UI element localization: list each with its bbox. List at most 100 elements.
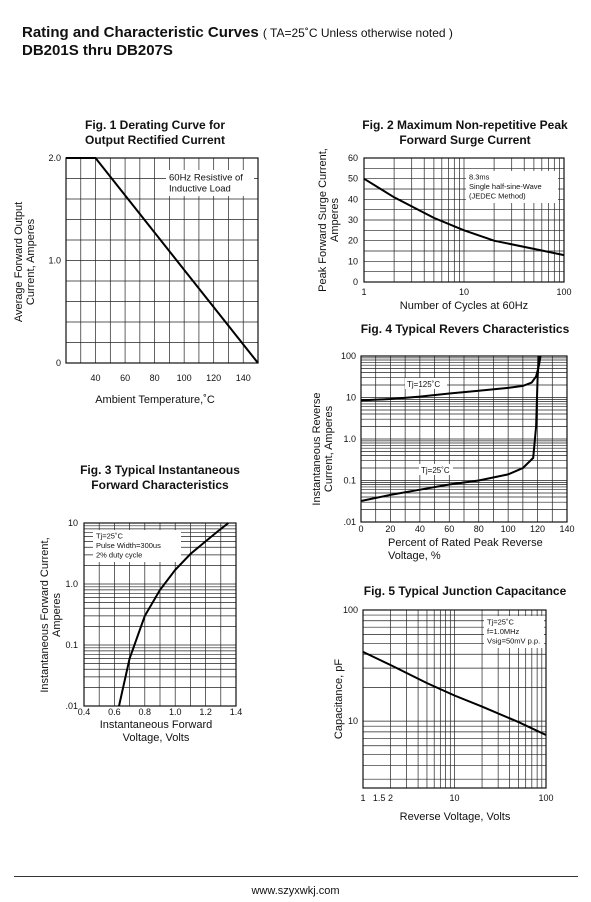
fig1-annotation-text: 60Hz Resistive of xyxy=(169,173,243,184)
fig4-xtick-label: 60 xyxy=(444,524,454,534)
fig4-ytick-label: .01 xyxy=(343,517,356,527)
fig3-xtick-label: 0.8 xyxy=(139,707,152,717)
page-title: Rating and Characteristic Curves ( TA=25… xyxy=(22,24,453,41)
fig1-y-axis-label: Current, Amperes xyxy=(25,218,37,305)
fig2-annotation-box xyxy=(466,171,558,203)
fig3-x-axis-label: Voltage, Volts xyxy=(123,732,190,744)
fig4-xtick-label: 120 xyxy=(530,524,545,534)
fig1-series-line-0 xyxy=(66,157,259,364)
fig3-y-axis-label: Amperes xyxy=(51,592,63,637)
fig1-y-axis-label: Average Forward Output xyxy=(13,202,25,322)
fig5-x-axis-label: Reverse Voltage, Volts xyxy=(400,811,511,823)
fig5-xtick-label: 1.5 xyxy=(373,793,386,803)
fig2-annotation-text: 8.3ms xyxy=(469,173,490,182)
fig4-ytick-label: 0.1 xyxy=(343,476,356,486)
fig3-xtick-label: 1.4 xyxy=(230,707,243,717)
fig5-frame xyxy=(362,609,547,789)
fig2-annotation-text: (JEDEC Method) xyxy=(469,192,526,201)
fig2-ytick-label: 40 xyxy=(348,194,358,204)
fig5-title-line1: Fig. 5 Typical Junction Capacitance xyxy=(363,584,567,598)
fig1-xtick-label: 140 xyxy=(236,373,251,383)
fig4-series-label-125: Tj=125˚C xyxy=(407,380,440,389)
fig2-xtick-label: 10 xyxy=(459,287,469,297)
fig3-x-axis-label: Instantaneous Forward xyxy=(100,719,213,731)
fig4-y-axis-label: Current, Amperes xyxy=(323,405,335,492)
fig3-annotation-text: Tj=25˚C xyxy=(96,532,123,541)
fig2-plot: 1 10 100 0 10 20 30 40 50 60 Number of Cycles at 6… xyxy=(317,148,572,312)
fig4-series-label-bg xyxy=(405,378,447,389)
fig4-x-axis-label: Percent of Rated Peak Reverse xyxy=(388,537,543,549)
footer-website: www.szyxwkj.com xyxy=(251,885,340,897)
fig4-title: Fig. 4 Typical Revers Characteristics xyxy=(345,322,585,337)
fig5-annotation-text: f=1.0MHz xyxy=(487,627,520,636)
fig3-title: Fig. 3 Typical Instantaneous Forward Cha… xyxy=(60,463,260,493)
fig2-title: Fig. 2 Maximum Non-repetitive Peak Forwa… xyxy=(355,118,575,148)
fig1-annotation-box xyxy=(166,170,254,196)
fig3-xtick-label: 1.0 xyxy=(169,707,182,717)
fig3-frame xyxy=(83,522,237,707)
page-title-text: Rating and Characteristic Curves xyxy=(22,24,259,41)
fig5-annotation-box xyxy=(484,616,544,648)
fig3-ytick-label: 1.0 xyxy=(65,579,78,589)
fig2-ytick-label: 50 xyxy=(348,174,358,184)
fig1-xtick-label: 100 xyxy=(177,373,192,383)
fig2-frame xyxy=(363,157,565,283)
fig1-xtick-label: 40 xyxy=(91,373,101,383)
fig5-xtick-label: 1 xyxy=(360,793,365,803)
fig4-plot: 0 20 40 60 80 100 120 140 .01 0.1 1.0 10 100 Percent … xyxy=(311,351,575,562)
fig2-ytick-label: 10 xyxy=(348,256,358,266)
fig3-series-line-0 xyxy=(118,522,230,707)
fig5-series-line-0 xyxy=(362,650,547,736)
fig2-ytick-label: 0 xyxy=(353,277,358,287)
fig4-xtick-label: 140 xyxy=(559,524,574,534)
fig5-xtick-label: 10 xyxy=(449,793,459,803)
fig2-series-line-0 xyxy=(363,177,565,257)
fig1-xtick-label: 80 xyxy=(150,373,160,383)
fig3-ytick-label: .01 xyxy=(65,701,78,711)
fig4-ytick-label: 10 xyxy=(346,393,356,403)
fig4-xtick-label: 0 xyxy=(358,524,363,534)
fig3-annotation-box xyxy=(93,530,181,562)
fig3-plot: 0.4 0.6 0.8 1.0 1.2 1.4 .01 0.1 1.0 10 Instantaneo… xyxy=(39,518,242,744)
fig4-xtick-label: 80 xyxy=(474,524,484,534)
fig2-ytick-label: 60 xyxy=(348,153,358,163)
fig2-title-line1: Fig. 2 Maximum Non-repetitive Peak xyxy=(362,118,568,132)
fig3-xtick-label: 1.2 xyxy=(199,707,212,717)
fig5-y-axis-label: Capacitance, pF xyxy=(333,659,345,739)
fig1-plot: 40 60 80 100 120 140 0 1.0 2.0 Ambient Temperatur… xyxy=(13,153,259,406)
fig2-title-line2: Forward Surge Current xyxy=(399,133,531,147)
fig2-y-axis-label: Amperes xyxy=(329,197,341,242)
footer-divider xyxy=(14,876,578,877)
fig4-frame xyxy=(360,355,568,523)
fig4-series-line-1 xyxy=(360,355,540,502)
fig4-xtick-label: 20 xyxy=(385,524,395,534)
fig1-title-line2: Output Rectified Current xyxy=(85,133,225,147)
fig4-ytick-label: 100 xyxy=(341,351,356,361)
fig2-y-axis-label: Peak Forward Surge Current, xyxy=(317,148,329,292)
fig1-xtick-label: 120 xyxy=(206,373,221,383)
fig1-ytick-label: 1.0 xyxy=(48,256,61,266)
fig2-xtick-label: 100 xyxy=(556,287,571,297)
fig2-xtick-label: 1 xyxy=(361,287,366,297)
fig5-ytick-label: 10 xyxy=(348,716,358,726)
model-range: DB201S thru DB207S xyxy=(22,42,173,59)
fig1-x-axis-label: Ambient Temperature,˚C xyxy=(95,394,215,406)
fig4-series-label-25: Tj=25˚C xyxy=(421,466,450,475)
fig5-xtick-label: 2 xyxy=(388,793,393,803)
fig1-title: Fig. 1 Derating Curve for Output Rectifi… xyxy=(55,118,255,148)
fig1-title-line1: Fig. 1 Derating Curve for xyxy=(84,118,226,132)
fig2-ytick-label: 20 xyxy=(348,236,358,246)
fig1-frame xyxy=(65,157,259,364)
fig3-xtick-label: 0.4 xyxy=(78,707,91,717)
fig2-annotation-text: Single half-sine-Wave xyxy=(469,182,542,191)
fig4-series-label-bg xyxy=(419,464,453,475)
fig4-ytick-label: 1.0 xyxy=(343,434,356,444)
page-title-note: ( TA=25˚C Unless otherwise noted ) xyxy=(262,26,453,40)
fig1-ytick-label: 2.0 xyxy=(48,153,61,163)
fig3-xtick-label: 0.6 xyxy=(108,707,121,717)
fig3-annotation-text: 2% duty cycle xyxy=(96,551,142,560)
fig2-ytick-label: 30 xyxy=(348,215,358,225)
fig4-xtick-label: 100 xyxy=(501,524,516,534)
fig3-y-axis-label: Instantaneous Forward Current, xyxy=(39,537,51,692)
